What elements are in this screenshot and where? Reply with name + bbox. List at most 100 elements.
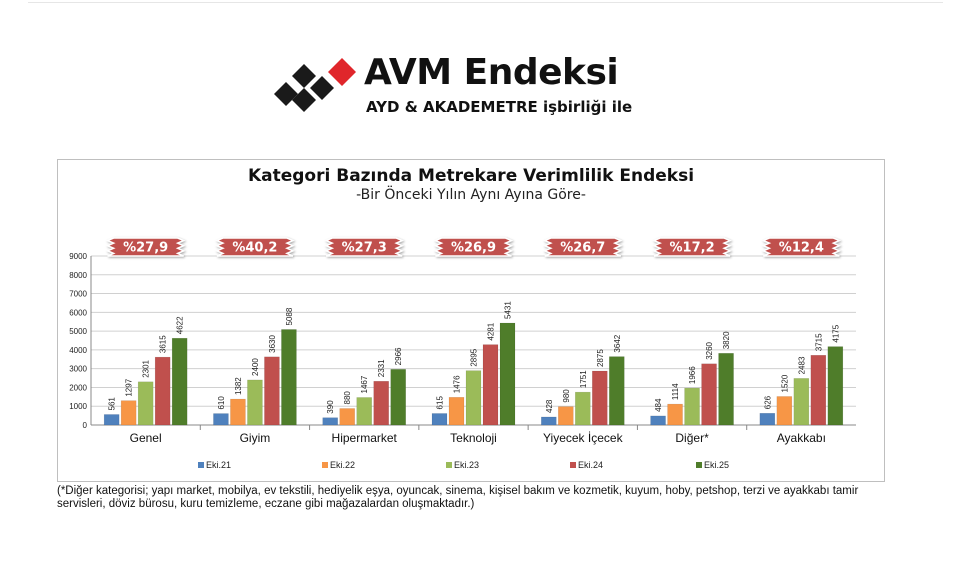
- bar-eki-22: [339, 408, 355, 426]
- x-tick-label: Diğer*: [675, 431, 709, 445]
- data-label: 2483: [797, 356, 806, 374]
- data-label: 4281: [487, 322, 496, 340]
- data-label: 1382: [234, 377, 243, 395]
- logo-diamond-dark-1: [274, 82, 298, 106]
- bar-eki-24: [592, 370, 608, 426]
- change-badge-label: %17,2: [670, 241, 715, 256]
- data-label: 428: [545, 399, 554, 413]
- change-badge: [433, 237, 514, 257]
- bar-eki-24: [810, 354, 827, 426]
- x-tick-label: Ayakkabı: [777, 431, 826, 445]
- legend-label: Eki.21: [206, 460, 231, 470]
- logo-diamond-dark-4: [310, 76, 334, 100]
- bar-eki-21: [431, 413, 448, 426]
- data-label: 3820: [722, 331, 731, 349]
- bar-eki-25: [281, 329, 297, 426]
- bar-eki-21: [322, 417, 338, 426]
- bar-eki-25: [171, 337, 188, 426]
- x-tick-label: Yiyecek İçecek: [543, 431, 624, 445]
- data-label: 3642: [613, 334, 622, 352]
- legend-swatch: [446, 462, 452, 468]
- legend-label: Eki.22: [330, 460, 355, 470]
- data-label: 2895: [470, 348, 479, 366]
- bar-eki-24: [264, 356, 280, 426]
- legend-label: Eki.23: [454, 460, 479, 470]
- legend-swatch: [322, 462, 328, 468]
- bar-eki-23: [575, 391, 591, 426]
- y-tick-label: 0: [83, 421, 88, 430]
- bar-eki-25: [827, 346, 844, 426]
- y-tick-label: 5000: [69, 327, 87, 336]
- change-badge: [105, 237, 186, 257]
- bar-eki-25: [499, 322, 516, 426]
- data-label: 615: [436, 396, 445, 410]
- change-badge-label: %26,7: [560, 241, 605, 256]
- change-badge: [761, 237, 842, 257]
- bar-eki-22: [230, 398, 246, 426]
- legend-swatch: [198, 462, 204, 468]
- bar-eki-21: [650, 415, 666, 426]
- change-badge-label: %12,4: [779, 241, 824, 256]
- data-label: 5431: [504, 301, 513, 319]
- data-label: 484: [654, 398, 663, 412]
- change-badge-label: %26,9: [451, 241, 496, 256]
- footnote: (*Diğer kategorisi; yapı market, mobilya…: [57, 485, 859, 510]
- x-tick-label: Teknoloji: [450, 431, 497, 445]
- chart-canvas: 0 1000 2000 3000 4000 5000 6000 7000 8000 9000 561…: [69, 237, 856, 470]
- bar-eki-23: [684, 387, 700, 426]
- data-label: 5088: [285, 307, 294, 325]
- data-label: 880: [343, 391, 352, 405]
- legend-label: Eki.25: [704, 460, 729, 470]
- change-badge: [215, 237, 295, 257]
- logo-diamond-red: [328, 58, 356, 86]
- y-tick-label: 8000: [69, 271, 87, 280]
- logo-diamonds: [274, 58, 356, 112]
- legend-swatch: [570, 462, 576, 468]
- bar-eki-23: [356, 397, 372, 426]
- data-label: 1297: [125, 378, 134, 396]
- data-label: 2966: [394, 347, 403, 365]
- logo-subtitle: AYD & AKADEMETRE işbirliği ile: [366, 98, 633, 116]
- y-tick-label: 6000: [69, 308, 87, 317]
- bar-eki-22: [667, 403, 683, 426]
- data-label: 2331: [377, 359, 386, 377]
- data-label: 1467: [360, 375, 369, 393]
- data-label: 1114: [671, 383, 680, 400]
- logo-diamond-dark-3: [292, 88, 316, 112]
- x-tick-label: Giyim: [240, 431, 271, 445]
- change-badge-label: %27,3: [342, 241, 387, 256]
- data-label: 610: [217, 396, 226, 410]
- bar-eki-23: [137, 381, 154, 426]
- bar-eki-22: [558, 406, 574, 426]
- data-label: 561: [108, 397, 117, 411]
- data-label: 4175: [831, 324, 840, 342]
- bar-eki-22: [120, 400, 137, 426]
- legend-swatch: [696, 462, 702, 468]
- data-label: 980: [562, 389, 571, 403]
- bar-eki-21: [213, 413, 229, 426]
- bar-eki-24: [373, 380, 389, 426]
- data-label: 1751: [579, 370, 588, 388]
- data-label: 2301: [142, 359, 151, 377]
- legend-label: Eki.24: [578, 460, 603, 470]
- bar-eki-25: [718, 353, 734, 426]
- top-divider: [28, 2, 943, 3]
- change-badge: [652, 237, 732, 257]
- y-tick-label: 3000: [69, 365, 87, 374]
- y-tick-label: 7000: [69, 290, 87, 299]
- bar-eki-25: [609, 356, 625, 426]
- diamond-logo-icon: [274, 58, 356, 112]
- data-label: 3260: [705, 341, 714, 359]
- bar-eki-21: [103, 414, 120, 426]
- y-tick-label: 4000: [69, 346, 87, 355]
- data-label: 2400: [251, 358, 260, 376]
- data-label: 390: [326, 400, 335, 414]
- logo: AVM Endeksi AYD & AKADEMETRE işbirliği i…: [268, 52, 632, 124]
- bar-eki-21: [541, 416, 557, 426]
- change-badge: [542, 237, 623, 257]
- change-badge-label: %40,2: [232, 241, 277, 256]
- data-label: 3715: [814, 333, 823, 351]
- data-label: 2875: [596, 349, 605, 367]
- bar-eki-23: [247, 379, 263, 426]
- bar-eki-23: [465, 370, 482, 426]
